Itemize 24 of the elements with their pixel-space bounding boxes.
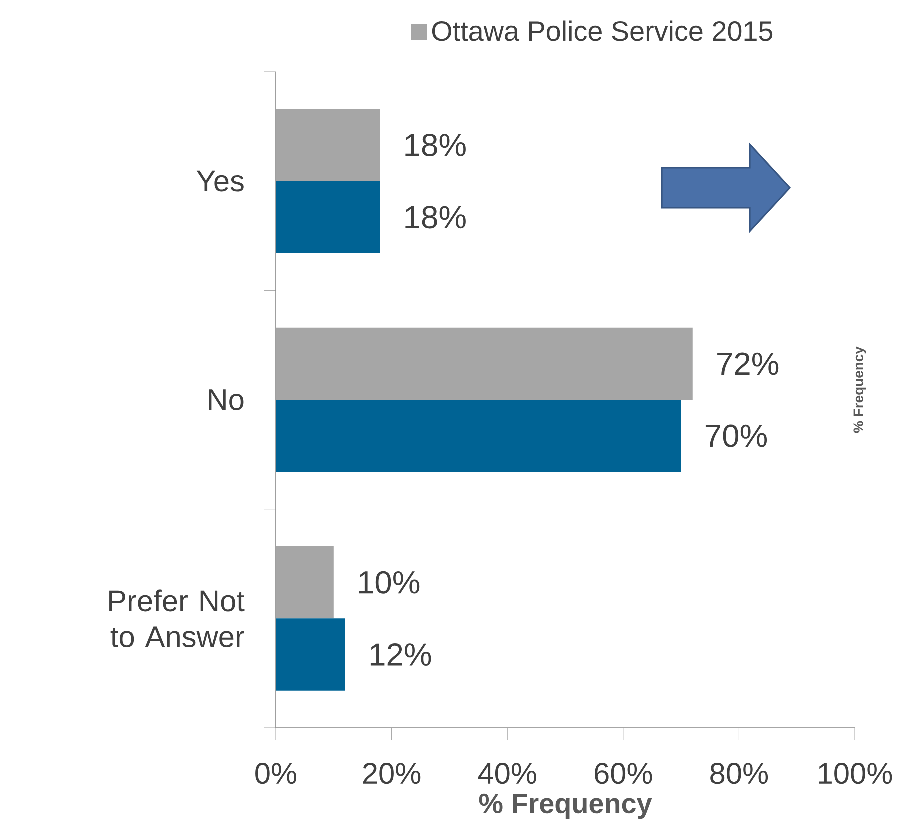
- y-tick-label: Yes: [196, 170, 244, 192]
- bar: [276, 546, 334, 619]
- data-label: 72%: [718, 352, 779, 376]
- y-tick-label: Prefer Not to Answer: [110, 590, 245, 648]
- x-tick-label: 100%: [819, 763, 892, 784]
- x-tick-label: 40%: [478, 763, 536, 784]
- bar: [276, 618, 346, 691]
- bar: [276, 181, 380, 254]
- data-label: 12%: [370, 644, 432, 666]
- annotation: % Frequency: [854, 346, 866, 434]
- x-tick-label: 80%: [710, 763, 768, 784]
- legend-label: Ottawa Police Service 2015: [432, 20, 773, 42]
- y-tick-label: No: [209, 390, 244, 410]
- bar: [276, 400, 682, 472]
- x-tick-label: 0%: [256, 763, 297, 784]
- x-tick-label: 20%: [363, 763, 421, 784]
- x-tick-label: 60%: [595, 763, 652, 784]
- data-label: 70%: [706, 424, 768, 448]
- bar: [276, 328, 693, 400]
- data-label: 18%: [406, 206, 466, 229]
- bar: [276, 109, 380, 182]
- data-label: 10%: [359, 571, 420, 594]
- data-label: 18%: [406, 134, 466, 157]
- x-axis-title: % Frequency: [479, 794, 652, 820]
